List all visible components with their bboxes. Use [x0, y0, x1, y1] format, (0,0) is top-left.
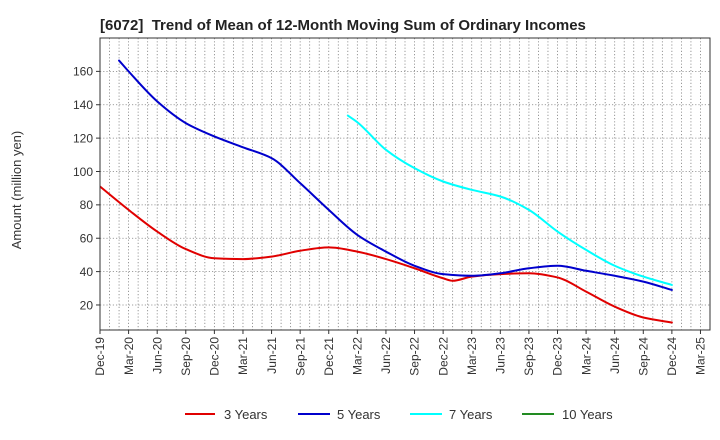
y-tick-label: 60 — [80, 232, 94, 246]
x-tick-label: Sep-22 — [408, 337, 422, 376]
x-tick-label: Mar-23 — [465, 337, 479, 375]
legend-label-3-years: 3 Years — [224, 407, 268, 422]
y-tick-label: 160 — [73, 65, 93, 79]
x-tick-label: Jun-23 — [494, 337, 508, 374]
legend: 3 Years 5 Years 7 Years 10 Years — [185, 407, 613, 422]
legend-label-5-years: 5 Years — [337, 407, 381, 422]
x-tick-label: Jun-22 — [379, 337, 393, 374]
x-tick-label: Dec-23 — [551, 337, 565, 376]
x-tick-label: Sep-24 — [636, 337, 650, 376]
x-tick-label: Sep-20 — [179, 337, 193, 376]
x-tick-label: Jun-20 — [150, 337, 164, 374]
legend-item-3-years: 3 Years — [185, 407, 268, 422]
y-tick-label: 140 — [73, 98, 93, 112]
x-tick-label: Dec-24 — [665, 337, 679, 376]
legend-item-10-years: 10 Years — [522, 407, 613, 422]
legend-item-5-years: 5 Years — [298, 407, 381, 422]
y-tick-label: 120 — [73, 131, 93, 145]
y-tick-label: 100 — [73, 165, 93, 179]
x-tick-label: Mar-20 — [122, 337, 136, 375]
x-tick-label: Dec-22 — [436, 337, 450, 376]
x-tick-label: Mar-25 — [694, 337, 708, 375]
legend-label-10-years: 10 Years — [562, 407, 613, 422]
y-tick-label: 40 — [80, 265, 94, 279]
axes: 20 40 60 80 100 120 140 160 Dec-19 Mar-20 Jun-20 Se… — [73, 65, 708, 376]
x-tick-label: Mar-22 — [351, 337, 365, 375]
legend-label-7-years: 7 Years — [449, 407, 493, 422]
grid — [100, 38, 710, 330]
x-tick-label: Sep-21 — [293, 337, 307, 376]
series-line-7-years — [346, 114, 673, 286]
x-tick-label: Jun-21 — [265, 337, 279, 374]
x-tick-label: Dec-19 — [93, 337, 107, 376]
legend-item-7-years: 7 Years — [410, 407, 493, 422]
plot-series — [100, 59, 673, 324]
chart-title: [6072] Trend of Mean of 12-Month Moving … — [100, 17, 586, 34]
plot-frame — [99, 37, 711, 331]
x-tick-label: Dec-21 — [322, 337, 336, 376]
x-tick-label: Mar-24 — [579, 337, 593, 375]
x-tick-label: Sep-23 — [522, 337, 536, 376]
y-axis-label: Amount (million yen) — [9, 131, 24, 250]
y-tick-label: 20 — [80, 298, 94, 312]
x-tick-label: Jun-24 — [608, 337, 622, 374]
y-tick-label: 80 — [80, 198, 94, 212]
series-line-3-years — [100, 185, 673, 324]
x-tick-label: Mar-21 — [236, 337, 250, 375]
series-line-5-years — [118, 59, 673, 291]
x-tick-label: Dec-20 — [208, 337, 222, 376]
